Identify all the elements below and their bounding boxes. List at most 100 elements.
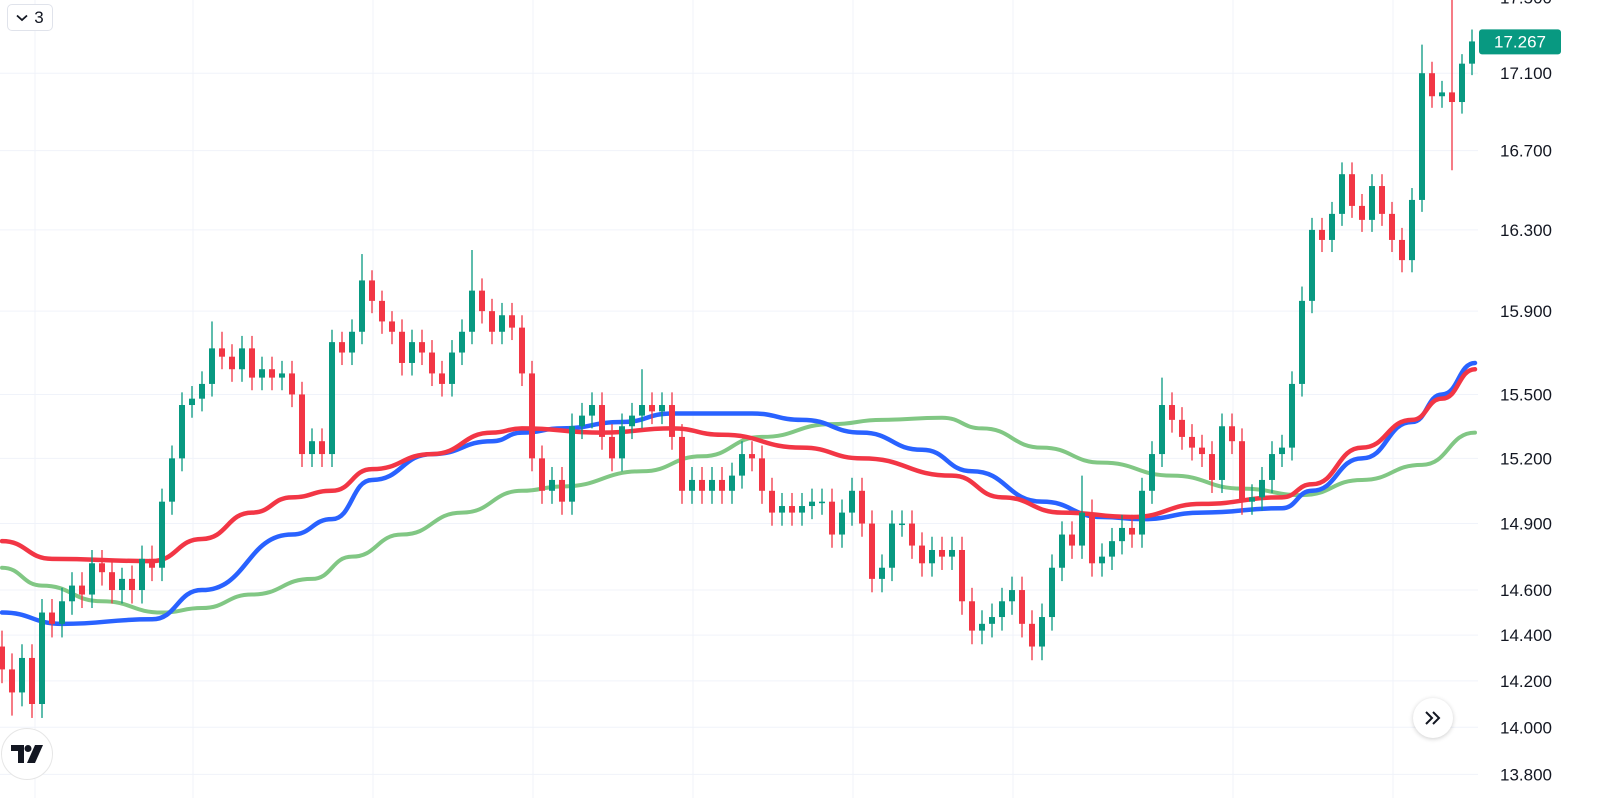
candle [249, 335, 255, 391]
candle [1239, 428, 1245, 515]
candle [149, 545, 155, 582]
candle-body [919, 545, 925, 564]
candle [1329, 201, 1335, 253]
candle [1259, 466, 1265, 511]
candle [1209, 441, 1215, 493]
candle-body [639, 405, 645, 416]
candle [619, 413, 625, 472]
candle [289, 360, 295, 408]
candle-body [969, 601, 975, 631]
candle [509, 302, 515, 341]
candle [769, 477, 775, 526]
candle-body [1059, 534, 1065, 568]
candle [189, 386, 195, 418]
y-tick-label: 17.100 [1500, 64, 1552, 83]
ma-blue-line [0, 360, 1478, 627]
scroll-to-realtime-button[interactable] [1413, 698, 1453, 738]
candle-body [549, 479, 555, 491]
candle [1219, 413, 1225, 493]
candle-body [219, 348, 225, 357]
candle [1309, 217, 1315, 314]
candle [779, 492, 785, 526]
price-axis[interactable]: 17.500 17.100 16.700 16.300 15.900 15.500 15.2… [1478, 0, 1600, 798]
candle-body [799, 506, 805, 513]
interval-toggle-button[interactable]: 3 [7, 4, 53, 31]
candle-body [489, 311, 495, 332]
candle [489, 298, 495, 345]
candle [1279, 434, 1285, 467]
candle [439, 360, 445, 397]
candle [469, 250, 475, 345]
candle [829, 488, 835, 548]
candle-body [499, 315, 505, 332]
candle-body [1289, 383, 1295, 448]
candle [1229, 413, 1235, 455]
tradingview-logo[interactable] [1, 728, 53, 780]
candle-body [1099, 556, 1105, 564]
candle-body [1259, 479, 1265, 498]
candle [579, 402, 585, 440]
candle-body [309, 441, 315, 455]
candle-body [679, 436, 685, 491]
candle [639, 369, 645, 429]
candle [299, 381, 305, 467]
candle-body [1169, 405, 1175, 420]
grid [0, 0, 1478, 798]
candle-body [559, 479, 565, 502]
candle [759, 445, 765, 504]
candle-body [829, 501, 835, 535]
candle [1169, 392, 1175, 433]
candle [899, 510, 905, 537]
candle [159, 488, 165, 582]
candle-body [509, 315, 515, 328]
candle-body [539, 458, 545, 491]
candle-body [669, 405, 675, 437]
candle-body [99, 563, 105, 573]
y-tick-label: 14.400 [1500, 626, 1552, 645]
candle-body [139, 558, 145, 591]
candle [869, 510, 875, 593]
candle [709, 466, 715, 504]
candle-body [1449, 92, 1455, 103]
candle [1439, 80, 1445, 108]
candle [1249, 484, 1255, 515]
y-tick-label: 16.700 [1500, 142, 1552, 161]
candle [999, 587, 1005, 631]
candle [1369, 174, 1375, 232]
candle-body [819, 501, 825, 504]
candle [1059, 521, 1065, 582]
candle-body [239, 348, 245, 370]
candle-body [1459, 63, 1465, 103]
candle [69, 572, 75, 615]
candle [409, 329, 415, 376]
ma-red-line [0, 366, 1478, 564]
candle-body [989, 617, 995, 624]
double-chevron-right-icon [1425, 711, 1441, 725]
candle [429, 340, 435, 387]
candle-body [1069, 534, 1075, 546]
y-tick-label: 16.300 [1500, 221, 1552, 240]
candle-body [1349, 174, 1355, 206]
candle-body [339, 342, 345, 353]
candle [49, 599, 55, 638]
candle-body [1359, 205, 1365, 220]
candle [369, 270, 375, 314]
candle [169, 445, 175, 515]
candle [1349, 162, 1355, 218]
candle-body [1319, 229, 1325, 240]
candle [459, 319, 465, 366]
candle-body [209, 348, 215, 384]
candle [699, 466, 705, 504]
last-price-bg [1479, 29, 1561, 55]
candle-body [289, 373, 295, 395]
y-tick-label: 14.000 [1500, 718, 1552, 737]
candle-body [1229, 426, 1235, 442]
candle-body [689, 479, 695, 491]
candle-body [649, 405, 655, 412]
candle [609, 424, 615, 472]
last-price-label: 17.267 [1479, 29, 1561, 55]
candle [259, 356, 265, 391]
candle-body [1199, 447, 1205, 455]
candle-body [259, 369, 265, 378]
